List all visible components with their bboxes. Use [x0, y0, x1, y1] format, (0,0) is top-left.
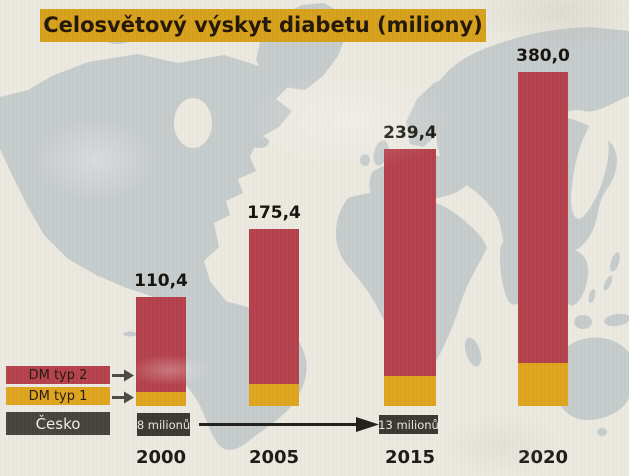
growth-arrow-8-to-13-million	[199, 417, 379, 432]
chart-title-banner: Celosvětový výskyt diabetu (miliony)	[40, 9, 486, 42]
legend-label-dm-typ-1: DM typ 1	[28, 388, 88, 404]
map-iceland	[249, 136, 269, 148]
legend-arrow-dm-typ-2	[112, 369, 134, 382]
map-madagascar	[464, 337, 482, 367]
map-tasmania	[597, 428, 607, 436]
bar-value-label: 239,4	[383, 123, 437, 143]
map-japan	[610, 252, 620, 272]
annotation-czech-2000: 8 milionů	[137, 413, 190, 436]
bar-value-label: 380,0	[516, 46, 570, 66]
year-label: 2020	[517, 447, 569, 468]
bar-value-label: 175,4	[247, 203, 301, 223]
legend-arrow-dm-typ-1	[112, 391, 134, 404]
bar-2000	[136, 297, 186, 406]
bar-2020	[518, 72, 568, 406]
legend-item-dm-typ-2: DM typ 2	[6, 366, 110, 384]
year-label: 2000	[135, 447, 187, 468]
map-ireland	[360, 154, 370, 166]
legend-label-cesko: Česko	[35, 414, 81, 433]
chart-title: Celosvětový výskyt diabetu (miliony)	[43, 13, 483, 37]
bar-value-label: 110,4	[134, 271, 188, 291]
map-borneo	[574, 315, 592, 329]
map-caribbean-island	[123, 331, 137, 337]
map-australia	[555, 337, 629, 421]
bar-2015	[384, 149, 436, 406]
bar-2005	[249, 229, 299, 406]
bar-segment-dm-typ-1	[384, 376, 436, 406]
bar-segment-dm-typ-1	[136, 392, 186, 406]
year-label: 2015	[384, 447, 436, 468]
bar-segment-dm-typ-1	[518, 363, 568, 406]
legend-item-cesko: Česko	[6, 412, 110, 435]
year-label: 2005	[248, 447, 300, 468]
map-north-america	[0, 54, 292, 351]
annotation-czech-2015: 13 milionů	[378, 415, 439, 434]
map-new-guinea	[604, 313, 629, 327]
map-philippines	[588, 289, 596, 303]
map-hudson-bay-rim	[174, 98, 212, 148]
bar-segment-dm-typ-1	[249, 384, 299, 406]
map-japan	[603, 275, 613, 291]
map-okhotsk-sea	[571, 117, 609, 219]
legend-item-dm-typ-1: DM typ 1	[6, 387, 110, 405]
legend-label-dm-typ-2: DM typ 2	[28, 367, 88, 383]
